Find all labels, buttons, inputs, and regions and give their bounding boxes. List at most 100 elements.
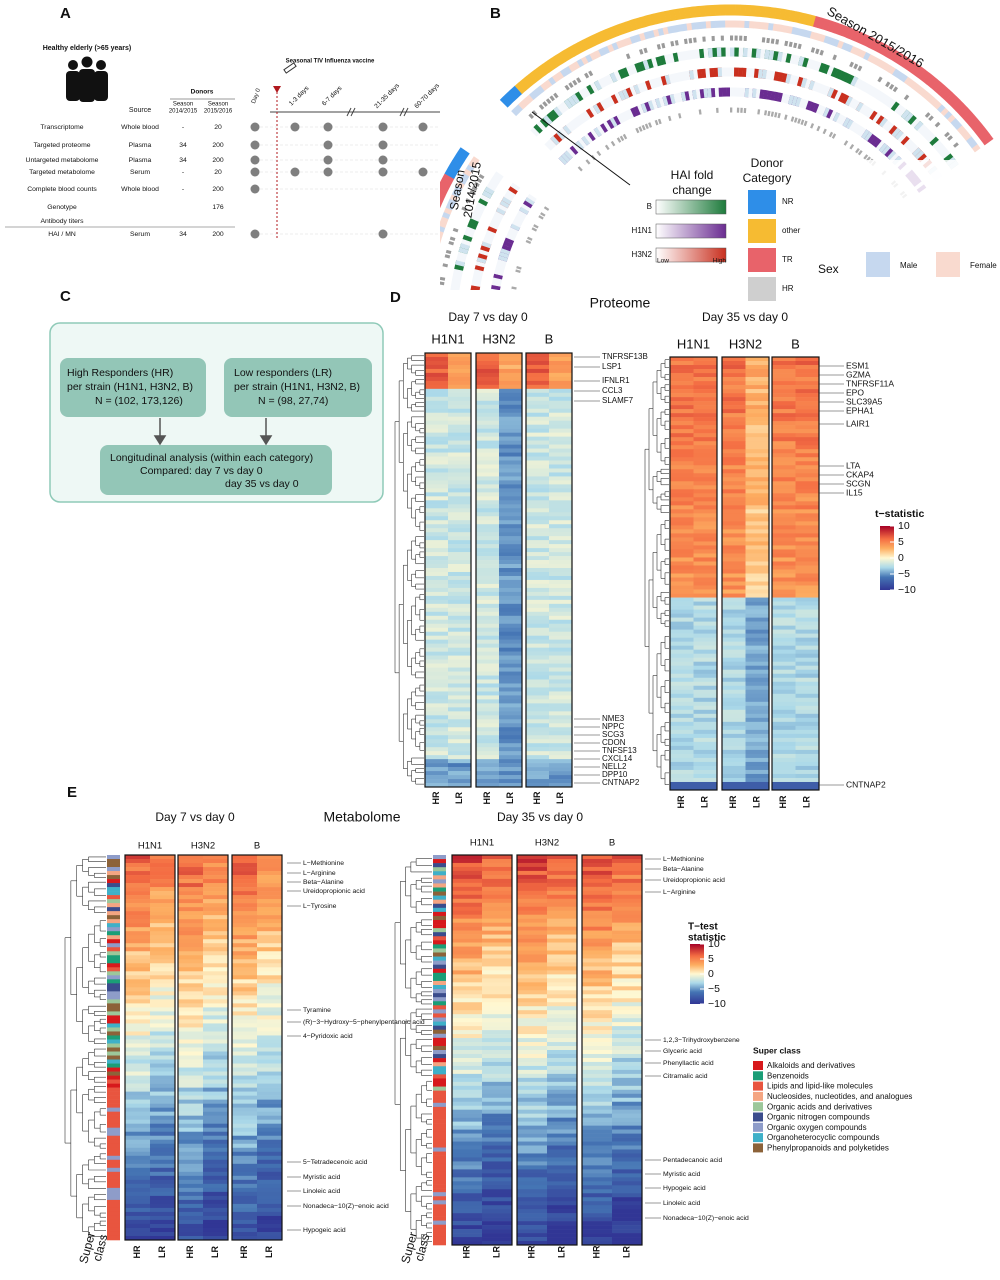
superclass-cell — [107, 883, 120, 888]
heat-cell — [476, 492, 500, 497]
circos-segment — [572, 79, 578, 86]
heat-cell — [476, 591, 500, 597]
heat-cell — [203, 975, 229, 980]
heat-cell — [178, 1071, 204, 1076]
heat-cell — [476, 360, 500, 366]
heat-cell — [448, 615, 472, 621]
heat-cell — [582, 962, 613, 967]
heat-cell — [232, 1143, 258, 1149]
heat-cell — [745, 669, 770, 675]
heat-cell — [150, 863, 176, 868]
heat-cell — [772, 613, 796, 618]
label: Longitudinal analysis (within each categ… — [110, 452, 313, 464]
heat-cell — [549, 360, 573, 366]
heat-cell — [150, 979, 176, 984]
heat-cell — [549, 651, 573, 656]
superclass-cell — [433, 1123, 446, 1128]
circos-segment — [947, 114, 956, 124]
heat-cell — [745, 445, 770, 450]
circos-segment — [659, 55, 667, 66]
heat-cell — [795, 585, 820, 590]
heat-cell — [772, 477, 796, 482]
label: H1N1 — [431, 331, 464, 346]
label: class — [90, 1233, 111, 1263]
heat-cell — [549, 488, 573, 493]
heat-cell — [745, 433, 770, 438]
heat-cell — [452, 898, 483, 904]
label: Low responders (LR) — [234, 367, 332, 379]
heat-cell — [425, 416, 449, 421]
heat-cell — [517, 1241, 548, 1246]
heat-cell — [612, 1073, 643, 1079]
heat-cell — [745, 637, 770, 642]
heat-cell — [693, 725, 718, 731]
heat-cell — [482, 1133, 513, 1138]
heat-cell — [482, 1221, 513, 1226]
label: Ureidopropionic acid — [303, 888, 365, 895]
heat-cell — [693, 425, 718, 430]
circos-segment — [891, 127, 901, 138]
circos-segment — [691, 22, 698, 30]
circos-segment — [857, 149, 863, 156]
heat-cell — [203, 1167, 229, 1173]
circos-segment — [878, 143, 888, 153]
circos-segment — [888, 125, 898, 135]
heat-cell — [582, 1233, 613, 1238]
heat-cell — [178, 1063, 204, 1068]
heat-cell — [203, 935, 229, 940]
superclass-cell — [107, 1191, 120, 1197]
heat-cell — [670, 429, 694, 434]
heat-cell — [257, 1191, 283, 1197]
circos-segment — [803, 13, 812, 26]
heat-cell — [150, 1075, 176, 1080]
heat-cell — [772, 437, 796, 442]
heat-cell — [448, 428, 472, 433]
circos-segment — [883, 96, 893, 107]
heat-cell — [795, 409, 820, 414]
superclass-cell — [433, 1236, 446, 1242]
circos-segment — [471, 281, 481, 287]
heat-cell — [425, 591, 449, 597]
heat-cell — [482, 1233, 513, 1238]
heat-cell — [425, 767, 449, 772]
heat-cell — [257, 1231, 283, 1237]
circos-segment — [662, 26, 669, 35]
heat-cell — [549, 456, 573, 461]
heat-cell — [476, 703, 500, 708]
label: 20 — [214, 124, 222, 131]
heat-cell — [745, 401, 770, 406]
heat-cell — [722, 485, 746, 490]
circos-segment — [530, 69, 542, 82]
heat-cell — [795, 705, 820, 711]
circos-segment — [514, 82, 526, 95]
heat-cell — [745, 709, 770, 715]
heat-cell — [722, 669, 746, 675]
heat-cell — [257, 1019, 283, 1024]
heat-cell — [476, 440, 500, 445]
heat-cell — [549, 560, 573, 565]
label: Donors — [191, 89, 214, 96]
heat-cell — [257, 1203, 283, 1209]
circos-segment — [414, 275, 415, 280]
circos-segment — [849, 61, 854, 68]
heat-cell — [232, 1223, 258, 1229]
heat-cell — [178, 967, 204, 972]
heat-cell — [232, 1159, 258, 1165]
heat-cell — [547, 1097, 578, 1103]
heat-cell — [745, 653, 770, 658]
superclass-cell — [107, 1031, 120, 1036]
heat-cell — [722, 697, 746, 703]
label: Organoheterocyclic compounds — [767, 1133, 880, 1142]
heat-cell — [425, 655, 449, 660]
heat-cell — [499, 691, 523, 696]
heat-cell — [150, 927, 176, 932]
heat-cell — [125, 935, 151, 940]
heat-cell — [257, 1063, 283, 1068]
heat-cell — [150, 1087, 176, 1092]
heat-cell — [476, 528, 500, 533]
heat-cell — [722, 493, 746, 498]
circos-segment — [593, 80, 603, 91]
heat-cell — [476, 723, 500, 728]
superclass-cell — [433, 1058, 446, 1063]
heat-cell — [612, 974, 643, 979]
